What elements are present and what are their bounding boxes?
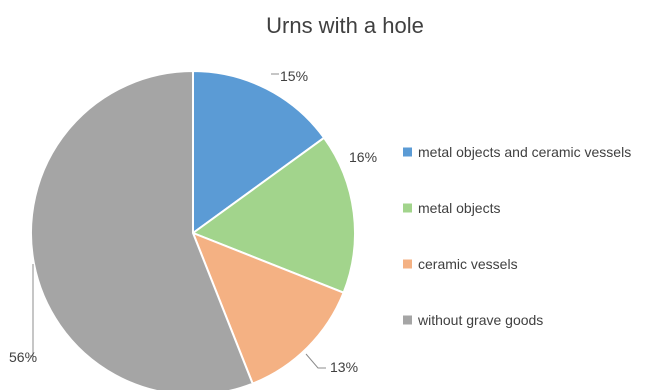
pie-slices (29, 69, 356, 390)
leader-lines (30, 73, 326, 369)
legend: metal objects and ceramic vessels metal o… (403, 144, 631, 328)
data-label-ceramic-vessels: 13% (330, 359, 358, 375)
data-label-metal-objects: 16% (349, 149, 377, 165)
data-label-without-grave-goods: 56% (9, 349, 37, 365)
legend-swatch-without-grave-goods (403, 315, 412, 325)
chart-title: Urns with a hole (266, 13, 424, 38)
data-label-metal-objects-and-ceramic-vessels: 15% (280, 68, 308, 84)
pie-slice-metal-objects (190, 136, 356, 294)
legend-swatch-ceramic-vessels (403, 259, 412, 269)
pie-slice-metal-objects-and-ceramic-vessels (192, 69, 326, 235)
legend-swatch-metal-objects-and-ceramic-vessels (403, 147, 412, 157)
leader-line-ceramic-vessels (305, 353, 326, 369)
legend-label-ceramic-vessels: ceramic vessels (418, 256, 518, 272)
leader-line-without-grave-goods (30, 264, 34, 357)
pie-slice-ceramic-vessels (191, 231, 345, 385)
legend-label-metal-objects: metal objects (418, 200, 500, 216)
legend-label-without-grave-goods: without grave goods (417, 312, 543, 328)
pie-slice-without-grave-goods (29, 69, 254, 390)
legend-label-metal-objects-and-ceramic-vessels: metal objects and ceramic vessels (418, 144, 631, 160)
legend-swatch-metal-objects (403, 203, 412, 213)
data-labels: 15% 16% 13% 56% (9, 68, 377, 375)
